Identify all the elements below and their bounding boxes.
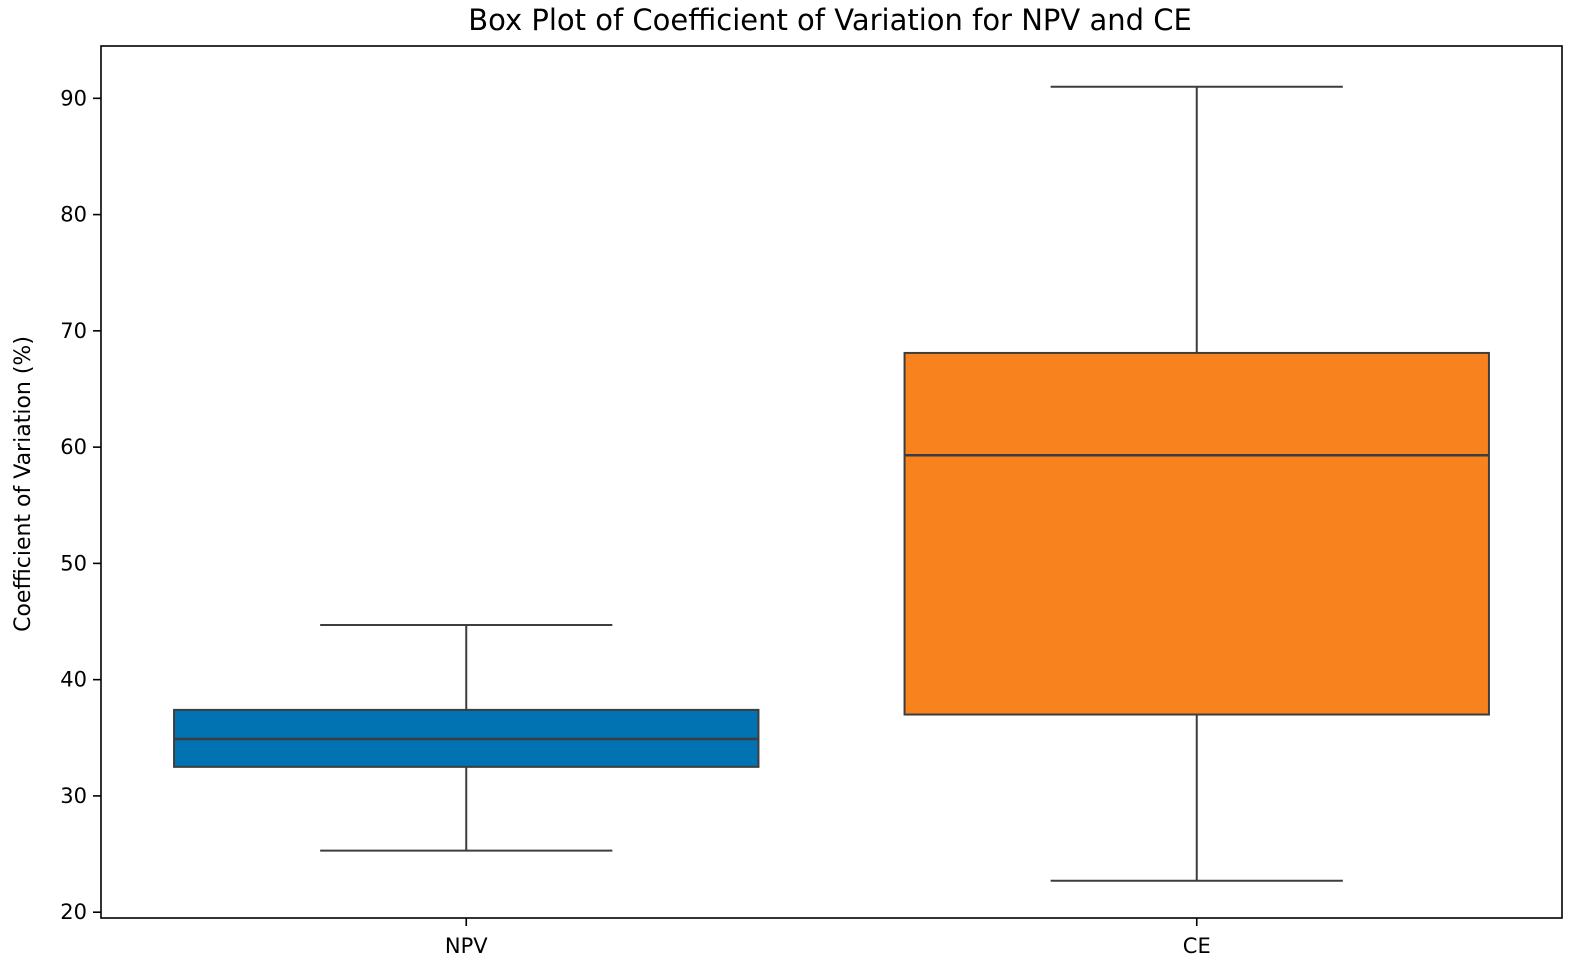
chart-title: Box Plot of Coefficient of Variation for…	[468, 3, 1192, 37]
box-npv	[173, 624, 760, 852]
y-tick-label: 80	[60, 203, 87, 227]
y-axis-label: Coefficient of Variation (%)	[11, 336, 36, 632]
y-tick-label: 40	[60, 668, 87, 692]
y-tick-label: 90	[60, 86, 87, 110]
x-tick-label: CE	[1183, 934, 1211, 958]
y-tick-label: 50	[60, 551, 87, 575]
iqr-box	[903, 351, 1490, 716]
y-tick-label: 60	[60, 435, 87, 459]
y-tick-label: 20	[60, 900, 87, 924]
plot-frame	[100, 45, 1563, 919]
box-ce	[903, 85, 1490, 882]
y-tick-label: 70	[60, 319, 87, 343]
plot-area: 20 30 40 50 60 70 80 90 NPV CE	[60, 85, 1490, 958]
y-tick-label: 30	[60, 784, 87, 808]
x-tick-label: NPV	[445, 934, 488, 958]
